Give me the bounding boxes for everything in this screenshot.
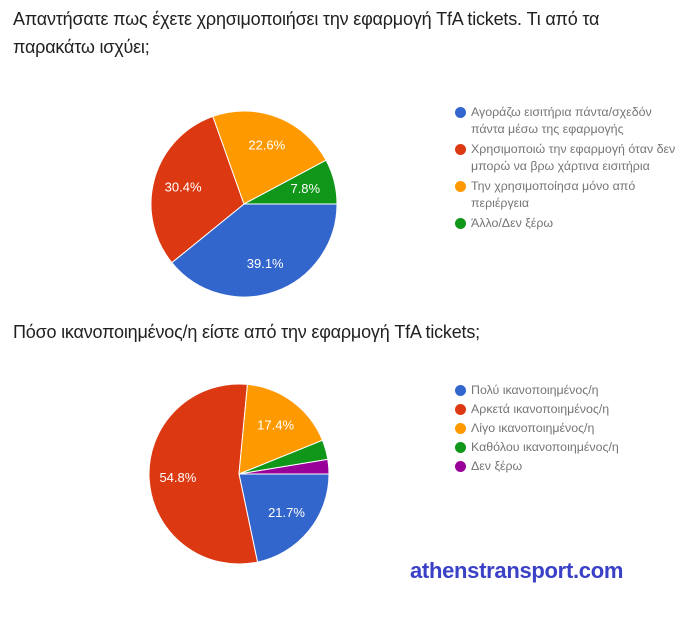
pie-slice (212, 110, 327, 205)
legend-label: Αγοράζω εισιτήρια πάντα/σχεδόν πάντα μέσ… (471, 105, 652, 136)
legend-swatch-icon (455, 461, 466, 472)
legend-item: Λίγο ικανοποιημένος/η (455, 420, 685, 437)
legend-item: Αρκετά ικανοποιημένος/η (455, 401, 685, 418)
slice-value-label: 39.1% (247, 256, 284, 271)
legend-swatch-icon (455, 385, 466, 396)
pie-slice (243, 159, 338, 205)
slice-value-label: 22.6% (248, 138, 285, 153)
legend-swatch-icon (455, 442, 466, 453)
legend-label: Χρησιμοποιώ την εφαρμογή όταν δεν μπορώ … (471, 142, 676, 173)
pie-slice (238, 473, 330, 563)
slice-value-label: 7.8% (290, 181, 320, 196)
legend-swatch-icon (455, 218, 466, 229)
legend-swatch-icon (455, 181, 466, 192)
pie-chart-satisfaction: 21.7% 54.8% 17.4% (148, 383, 330, 565)
pie-chart-usage: 39.1% 30.4% 22.6% 7.8% (150, 110, 338, 298)
legend-item: Άλλο/Δεν ξέρω (455, 215, 685, 232)
legend-swatch-icon (455, 404, 466, 415)
legend-label: Πολύ ικανοποιημένος/η (471, 383, 599, 397)
legend-item: Δεν ξέρω (455, 458, 685, 475)
legend-label: Λίγο ικανοποιημένος/η (471, 421, 595, 435)
legend-swatch-icon (455, 423, 466, 434)
pie-slice (238, 458, 330, 475)
legend-label: Αρκετά ικανοποιημένος/η (471, 402, 610, 416)
legend-label: Την χρησιμοποίησα μόνο από περιέργεια (471, 179, 636, 210)
legend-swatch-icon (455, 107, 466, 118)
pie-slice (238, 383, 323, 475)
watermark-athenstransport: athenstransport.com (410, 558, 624, 583)
chart-title-satisfaction: Πόσο ικανοποιημένος/η είστε από την εφαρ… (13, 322, 480, 342)
legend-satisfaction: Πολύ ικανοποιημένος/η Αρκετά ικανοποιημέν… (455, 382, 685, 477)
slice-value-label: 30.4% (165, 179, 202, 194)
chart-title-usage: Απαντήσατε πως έχετε χρησιμοποιήσει την … (13, 9, 600, 57)
slice-value-label: 21.7% (268, 505, 305, 520)
legend-label: Άλλο/Δεν ξέρω (471, 216, 554, 230)
legend-usage: Αγοράζω εισιτήρια πάντα/σχεδόν πάντα μέσ… (455, 104, 685, 235)
slice-value-label: 17.4% (257, 417, 294, 432)
pie-slice (171, 203, 338, 298)
legend-label: Δεν ξέρω (471, 459, 523, 473)
legend-item: Πολύ ικανοποιημένος/η (455, 382, 685, 399)
legend-item: Χρησιμοποιώ την εφαρμογή όταν δεν μπορώ … (455, 141, 685, 175)
legend-label: Καθόλου ικανοποιημένος/η (471, 440, 619, 454)
pie-slice (148, 383, 259, 565)
legend-swatch-icon (455, 144, 466, 155)
legend-item: Την χρησιμοποίησα μόνο από περιέργεια (455, 178, 685, 212)
pie-slice (150, 115, 245, 264)
slice-value-label: 54.8% (159, 470, 196, 485)
legend-item: Αγοράζω εισιτήρια πάντα/σχεδόν πάντα μέσ… (455, 104, 685, 138)
legend-item: Καθόλου ικανοποιημένος/η (455, 439, 685, 456)
